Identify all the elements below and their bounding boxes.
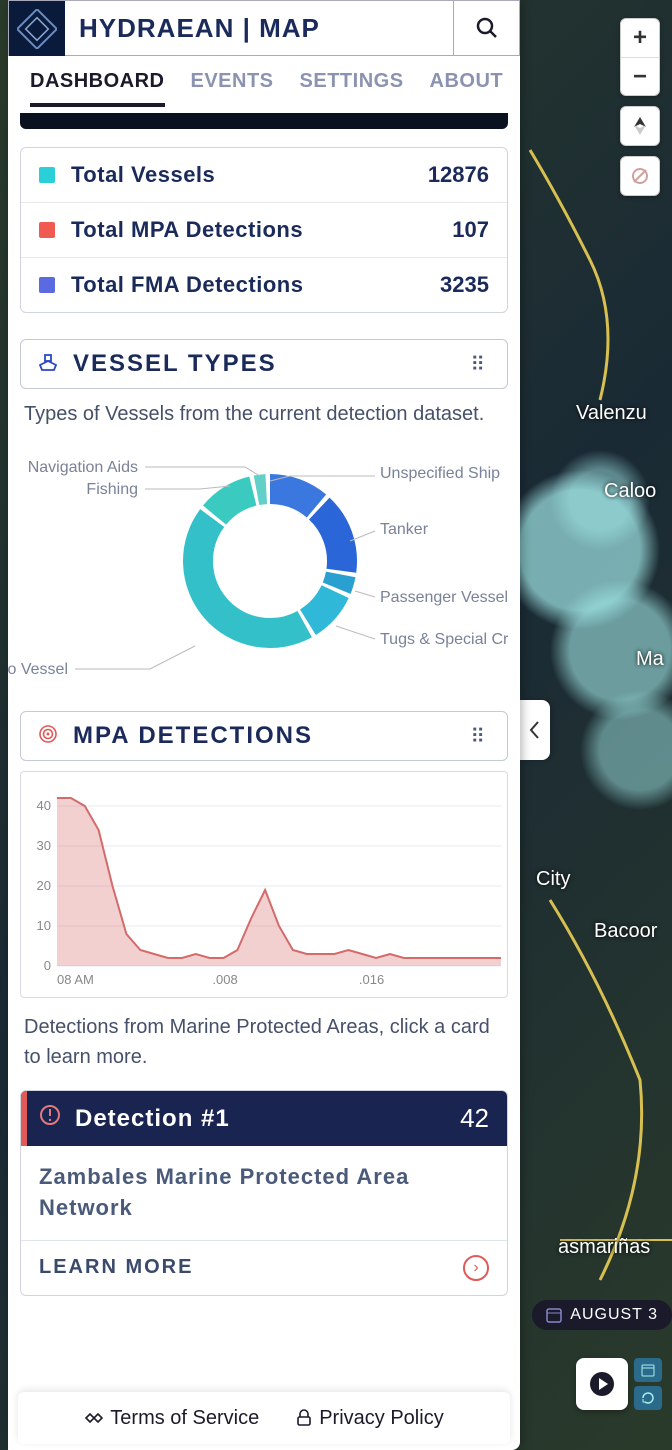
mini-calendar-button[interactable] (634, 1358, 662, 1382)
detection-title: Detection #1 (75, 1105, 460, 1133)
tab-about[interactable]: ABOUT (430, 70, 504, 107)
svg-text:08 AM: 08 AM (57, 972, 94, 987)
terms-link[interactable]: Terms of Service (84, 1407, 259, 1430)
search-icon (475, 16, 499, 40)
zoom-in-button[interactable]: + (621, 19, 659, 57)
date-label: AUGUST 3 (570, 1306, 658, 1324)
vessel-types-chart: Unspecified ShipTankerPassenger VesselTu… (20, 441, 508, 691)
stat-color-swatch (39, 222, 55, 238)
stat-value: 3235 (440, 272, 489, 298)
map-place-label: asmariñas (558, 1236, 650, 1259)
app-title: HYDRAEAN | MAP (65, 1, 453, 55)
handshake-icon (84, 1408, 104, 1428)
arrow-right-icon: › (463, 1255, 489, 1281)
stat-row: Total FMA Detections 3235 (21, 258, 507, 312)
map-place-label: Bacoor (594, 920, 657, 943)
compass-button[interactable] (621, 107, 659, 145)
date-pill[interactable]: AUGUST 3 (532, 1300, 672, 1330)
stat-color-swatch (39, 277, 55, 293)
tab-settings[interactable]: SETTINGS (300, 70, 404, 107)
sidebar-panel: HYDRAEAN | MAP DASHBOARD EVENTS SETTINGS… (8, 0, 520, 1450)
svg-text:30: 30 (37, 838, 51, 853)
search-button[interactable] (453, 1, 519, 55)
vessel-types-header: VESSEL TYPES ⠿ (20, 339, 508, 389)
svg-text:10: 10 (37, 918, 51, 933)
stat-label: Total Vessels (71, 162, 428, 188)
app-logo[interactable] (9, 1, 65, 56)
map-place-label: Caloo (604, 480, 656, 503)
mini-refresh-button[interactable] (634, 1386, 662, 1410)
mpa-title: MPA DETECTIONS (73, 722, 470, 750)
detection-count: 42 (460, 1103, 489, 1134)
app-header: HYDRAEAN | MAP (8, 0, 520, 56)
mpa-header: MPA DETECTIONS ⠿ (20, 711, 508, 761)
stat-value: 107 (452, 217, 489, 243)
dark-strip (20, 113, 508, 129)
mpa-description: Detections from Marine Protected Areas, … (20, 1012, 508, 1072)
detection-footer[interactable]: LEARN MORE › (21, 1240, 507, 1295)
detection-body: Zambales Marine Protected Area Network (21, 1146, 507, 1240)
sidebar-collapse-handle[interactable] (520, 700, 550, 760)
map-place-label: Valenzu (576, 402, 647, 425)
detection-card[interactable]: Detection #1 42 Zambales Marine Protecte… (20, 1090, 508, 1296)
play-button[interactable] (576, 1358, 628, 1410)
logo-icon (17, 9, 57, 49)
stat-value: 12876 (428, 162, 489, 188)
svg-text:0: 0 (44, 958, 51, 973)
svg-text:20: 20 (37, 878, 51, 893)
lock-icon (295, 1409, 313, 1427)
stat-label: Total FMA Detections (71, 272, 440, 298)
stat-row: Total Vessels 12876 (21, 148, 507, 203)
map-place-label: Ma (636, 648, 664, 671)
stat-label: Total MPA Detections (71, 217, 452, 243)
layers-toggle-button[interactable] (621, 157, 659, 195)
target-icon (37, 723, 59, 750)
vessel-types-title: VESSEL TYPES (73, 350, 470, 378)
stat-color-swatch (39, 167, 55, 183)
tab-dashboard[interactable]: DASHBOARD (30, 70, 165, 107)
drag-handle-icon[interactable]: ⠿ (470, 352, 491, 377)
detection-card-header: Detection #1 42 (21, 1091, 507, 1146)
zoom-out-button[interactable]: − (621, 57, 659, 95)
map-controls: + − (620, 18, 660, 196)
map-place-label: City (536, 868, 570, 891)
svg-text:40: 40 (37, 798, 51, 813)
drag-handle-icon[interactable]: ⠿ (470, 724, 491, 749)
vessel-types-description: Types of Vessels from the current detect… (20, 399, 508, 429)
stats-card: Total Vessels 12876 Total MPA Detections… (20, 147, 508, 313)
stat-row: Total MPA Detections 107 (21, 203, 507, 258)
alert-icon (39, 1104, 61, 1133)
calendar-icon (546, 1307, 562, 1323)
learn-more-label: LEARN MORE (39, 1256, 463, 1279)
svg-text:.016: .016 (359, 972, 384, 987)
footer-bar: Terms of Service Privacy Policy (18, 1392, 510, 1444)
privacy-link[interactable]: Privacy Policy (295, 1407, 443, 1430)
ship-icon (37, 351, 59, 378)
tab-bar: DASHBOARD EVENTS SETTINGS ABOUT (8, 56, 520, 115)
mpa-area-chart: 0 10 20 30 40 08 AM .008 .016 (20, 771, 508, 998)
tab-events[interactable]: EVENTS (191, 70, 274, 107)
svg-text:.008: .008 (212, 972, 237, 987)
